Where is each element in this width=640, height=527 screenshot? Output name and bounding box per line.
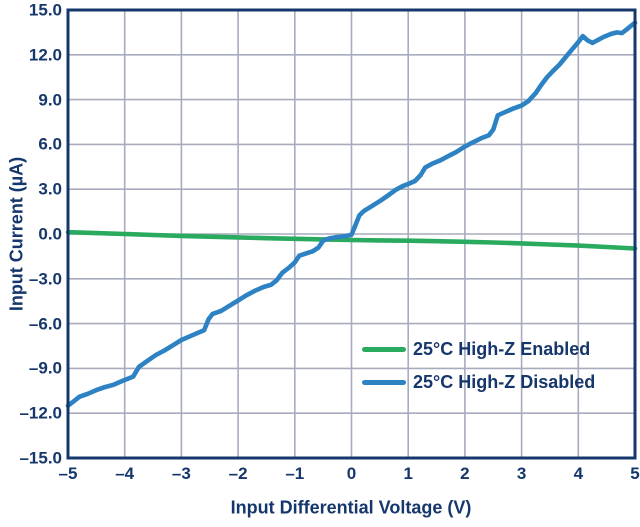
legend-item-disabled: 25°C High-Z Disabled [362,370,595,394]
x-tick-label: 5 [630,464,640,483]
x-tick-label: –2 [228,464,248,483]
y-tick-label: –12.0 [19,403,62,423]
y-axis-title: Input Current (µA) [6,156,27,312]
legend-item-enabled: 25°C High-Z Enabled [362,337,595,361]
legend: 25°C High-Z Enabled 25°C High-Z Disabled [362,337,595,394]
y-tick-label: 3.0 [38,179,62,199]
legend-swatch-blue-line-icon [362,379,406,385]
series-line-0 [65,229,638,251]
x-tick-label: 4 [573,464,584,483]
y-tick-label: 12.0 [28,45,62,65]
x-tick-label: –5 [58,464,78,483]
y-tick-label: 15.0 [28,0,62,20]
y-tick-label: 9.0 [38,90,62,110]
y-tick-label: –9.0 [28,358,62,378]
y-tick-label: –3.0 [28,269,62,289]
series-line-1 [65,20,638,408]
y-tick-label: 6.0 [38,134,62,154]
legend-label-disabled: 25°C High-Z Disabled [413,371,596,392]
plot-frame [66,8,637,460]
y-tick-label: –15.0 [19,448,62,468]
legend-swatch-green-line-icon [362,346,406,352]
y-tick-label: 0.0 [38,224,62,244]
x-tick-label: 1 [403,464,413,483]
x-tick-label: 0 [346,464,357,483]
x-tick-label: –4 [115,464,135,483]
legend-label-enabled: 25°C High-Z Enabled [413,338,591,359]
x-tick-label: 2 [460,464,470,483]
y-tick-label: –6.0 [28,314,62,334]
x-tick-label: –3 [171,464,191,483]
x-tick-label: 3 [516,464,527,483]
x-axis-title: Input Differential Voltage (V) [230,497,472,518]
x-tick-label: –1 [285,464,305,483]
